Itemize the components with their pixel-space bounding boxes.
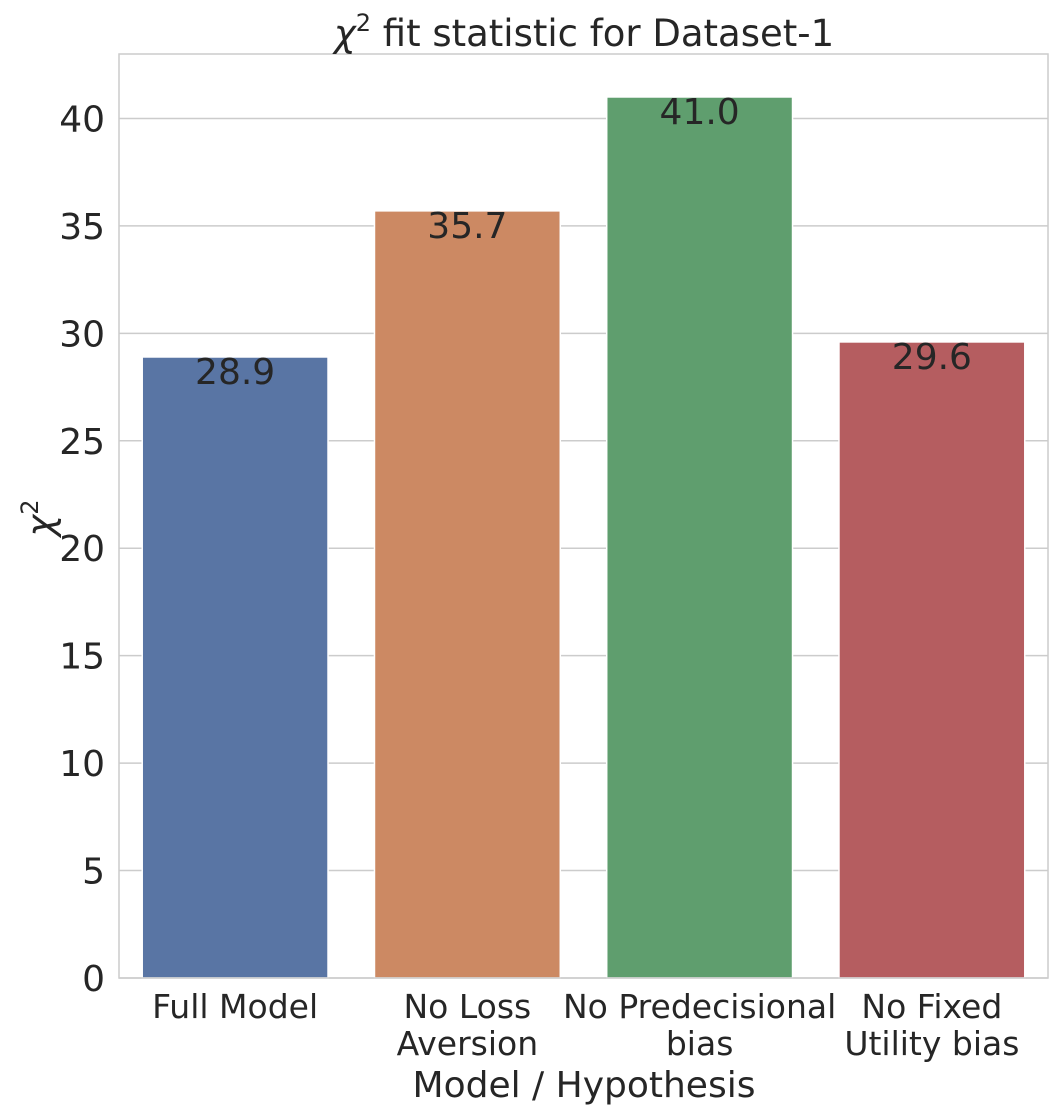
bar: [605, 96, 794, 979]
x-tick-label: No Loss Aversion: [397, 987, 539, 1063]
y-tick-label: 40: [59, 99, 105, 140]
bar-value-label: 29.6: [892, 337, 972, 378]
y-tick-label: 15: [59, 637, 105, 678]
y-tick-label: 35: [59, 207, 105, 248]
bar-value-label: 28.9: [195, 352, 275, 393]
y-tick-label: 10: [59, 744, 105, 785]
chart-title: χ2 fit statistic for Dataset-1: [332, 9, 834, 55]
value-labels: 28.9 35.7 41.0 29.6: [195, 92, 972, 393]
y-tick-label: 5: [82, 852, 105, 893]
y-tick-label: 0: [82, 959, 105, 1000]
bar-value-label: 35.7: [427, 206, 507, 247]
x-tick-label: Full Model: [152, 987, 318, 1026]
x-axis-label: Model / Hypothesis: [413, 1065, 756, 1106]
plot-frame: [118, 53, 1049, 979]
bar: [373, 210, 562, 979]
bar: [141, 356, 329, 979]
bars: [141, 96, 1026, 979]
bar-value-label: 41.0: [660, 92, 740, 133]
y-tick-label: 20: [59, 529, 105, 570]
y-tick-label: 30: [59, 314, 105, 355]
x-tick-label: No Fixed Utility bias: [844, 987, 1019, 1063]
y-tick-labels: 0 5 10 15 20 25 30 35 40: [59, 99, 105, 1000]
bar: [838, 341, 1026, 979]
x-tick-label: No Predecisional bias: [563, 987, 836, 1063]
y-axis-label: χ2: [16, 499, 62, 538]
x-tick-labels: Full Model No Loss Aversion No Predecisiona…: [152, 987, 1019, 1063]
y-tick-label: 25: [59, 422, 105, 463]
